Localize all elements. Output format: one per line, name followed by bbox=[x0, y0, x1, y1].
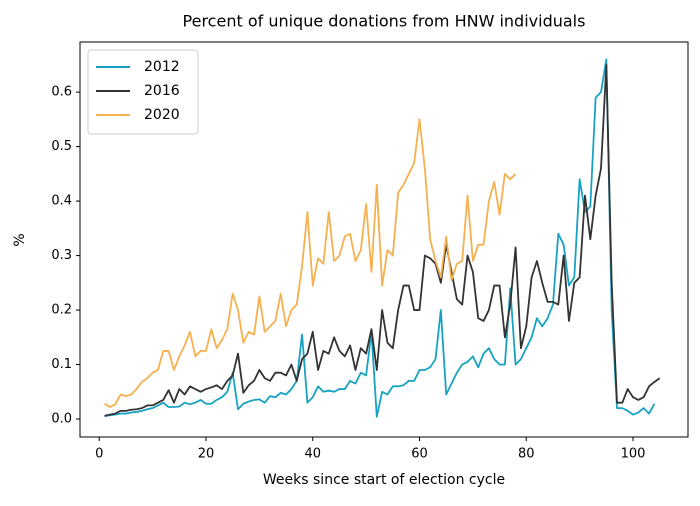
y-tick-label: 0.2 bbox=[51, 303, 72, 318]
x-tick-label: 20 bbox=[198, 447, 215, 462]
x-tick-label: 0 bbox=[95, 447, 103, 462]
legend-label: 2020 bbox=[144, 107, 180, 123]
y-tick-label: 0.1 bbox=[51, 357, 72, 372]
y-tick-label: 0.0 bbox=[51, 412, 72, 427]
chart-title: Percent of unique donations from HNW ind… bbox=[183, 12, 586, 31]
y-axis-label: % bbox=[12, 233, 28, 246]
x-tick-label: 40 bbox=[304, 447, 321, 462]
y-tick-label: 0.5 bbox=[51, 139, 72, 154]
series-line bbox=[104, 58, 656, 418]
series-line bbox=[104, 118, 517, 408]
y-tick-label: 0.6 bbox=[51, 85, 72, 100]
series-line bbox=[104, 63, 661, 417]
plot-frame bbox=[79, 41, 689, 438]
x-tick-label: 60 bbox=[411, 447, 428, 462]
y-tick-label: 0.3 bbox=[51, 248, 72, 263]
legend-label: 2012 bbox=[144, 59, 180, 75]
y-tick-label: 0.4 bbox=[51, 194, 72, 209]
x-axis-label: Weeks since start of election cycle bbox=[263, 472, 505, 488]
x-tick-label: 80 bbox=[518, 447, 535, 462]
x-tick-label: 100 bbox=[621, 447, 646, 462]
legend-label: 2016 bbox=[144, 83, 180, 99]
legend-box bbox=[87, 49, 199, 135]
